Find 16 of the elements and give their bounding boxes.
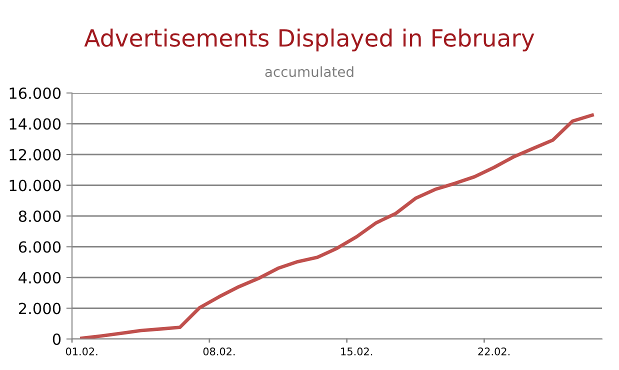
x-tick-label: 01.02. — [66, 348, 98, 356]
y-tick-label: 12.000 — [10, 148, 61, 161]
y-tick-label: 4.000 — [18, 272, 61, 284]
x-tick-label: 08.02. — [203, 348, 235, 356]
chart-title: Advertisements Displayed in February — [84, 28, 534, 52]
line-series — [80, 113, 594, 339]
chart-subtitle: accumulated — [265, 66, 354, 78]
y-tick-label: 6.000 — [18, 241, 61, 253]
x-tick-label: 15.02. — [341, 348, 372, 356]
y-tick-label: 2.000 — [18, 302, 61, 314]
y-tick-label: 8.000 — [18, 210, 61, 222]
y-tick-label: 16.000 — [10, 87, 61, 100]
y-tick-label: 10.000 — [10, 180, 61, 192]
y-tick-label: 14.000 — [10, 118, 61, 130]
x-tick-label: 22.02. — [478, 348, 510, 356]
y-tick-label: 0 — [52, 333, 61, 346]
